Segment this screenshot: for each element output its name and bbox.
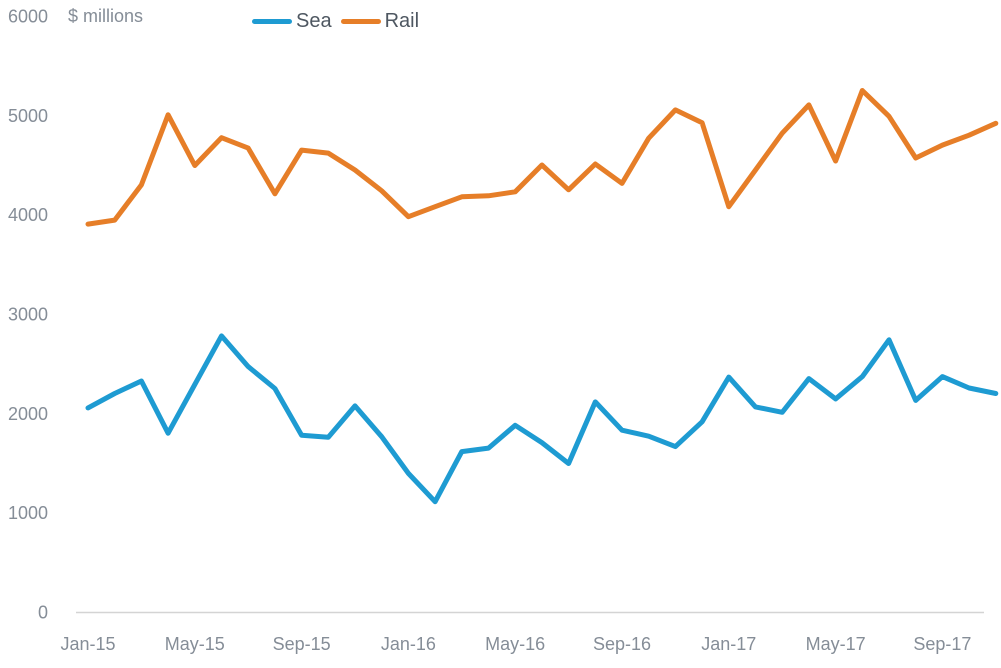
legend-item-rail: Rail xyxy=(340,9,420,33)
x-axis-tick-label: Jan-17 xyxy=(701,634,756,654)
y-axis-tick-label: 5000 xyxy=(8,106,48,126)
x-axis-tick-label: May-17 xyxy=(806,634,866,654)
rail-line-swatch xyxy=(340,18,381,24)
x-axis-tick-label: May-15 xyxy=(165,634,225,654)
y-axis-tick-label: 2000 xyxy=(8,404,48,424)
chart-legend: Sea Rail xyxy=(252,9,419,33)
x-axis-tick-label: Jan-16 xyxy=(381,634,436,654)
y-axis-tick-label: 4000 xyxy=(8,205,48,225)
y-axis-tick-label: 6000 xyxy=(8,7,48,27)
x-axis-tick-label: Jan-15 xyxy=(60,634,115,654)
rail-line xyxy=(85,88,999,227)
sea-line xyxy=(85,333,999,505)
y-axis-unit-label: $ millions xyxy=(68,6,144,26)
legend-label-sea: Sea xyxy=(296,9,332,32)
x-axis-tick-label: Sep-16 xyxy=(593,634,651,654)
sea-line-swatch xyxy=(252,18,292,24)
x-axis-tick-label: Sep-15 xyxy=(273,634,331,654)
y-axis-tick-label: 3000 xyxy=(8,305,48,325)
x-axis-tick-label: May-16 xyxy=(485,634,545,654)
legend-item-sea: Sea xyxy=(252,10,332,33)
legend-label-rail: Rail xyxy=(384,9,420,32)
x-axis-tick-label: Sep-17 xyxy=(913,634,971,654)
y-axis-tick-label: 0 xyxy=(38,603,48,623)
y-axis-tick-label: 1000 xyxy=(8,503,48,523)
